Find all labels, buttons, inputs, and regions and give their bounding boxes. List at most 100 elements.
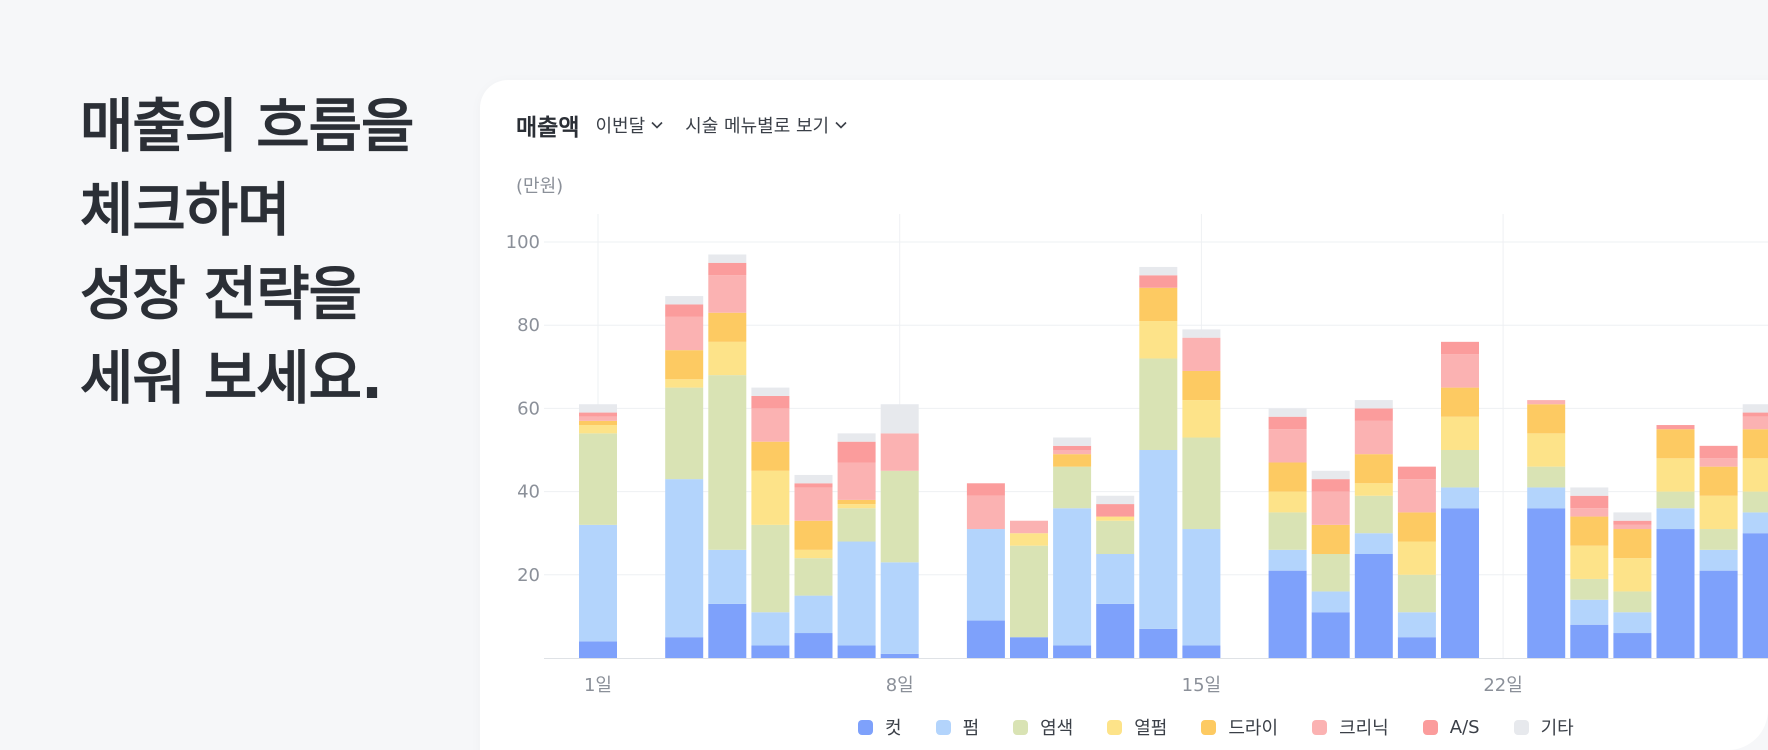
legend-swatch: [1312, 719, 1328, 735]
legend-item: 열펌: [1107, 714, 1167, 740]
bar-segment: [1010, 637, 1048, 658]
bar-segment: [1311, 491, 1350, 525]
bar-segment: [1441, 487, 1479, 509]
bar-segment: [837, 499, 876, 505]
bar-segment: [794, 483, 833, 488]
bar-segment: [837, 541, 876, 646]
bar-segment: [751, 408, 790, 442]
bar-segment: [579, 524, 617, 642]
bar-segment: [1656, 529, 1695, 658]
bar-segment: [1354, 400, 1393, 409]
bar-segment: [579, 412, 617, 417]
bar-segment: [1182, 529, 1221, 646]
sales-chart-card: 매출액 이번달 시술 메뉴별로 보기 (만원) 20 40 60 80 100 1일 8일 1…: [480, 80, 1768, 750]
chevron-down-icon: [651, 121, 663, 129]
bar-segment: [1656, 508, 1695, 530]
bar-segment: [1010, 520, 1048, 534]
headline-line-1: 매출의 흐름을: [80, 92, 414, 160]
legend-label: A/S: [1449, 716, 1480, 738]
bar-segment: [1742, 416, 1768, 430]
bar-segment: [1570, 578, 1609, 600]
bar-segment: [708, 254, 747, 263]
legend-item: 컷: [858, 714, 902, 740]
bar-segment: [579, 641, 617, 658]
bar-segment: [1527, 400, 1566, 405]
bar-segment: [1053, 450, 1092, 455]
bar-segment: [1613, 633, 1652, 658]
legend-swatch: [1201, 719, 1217, 735]
bar-segment: [1354, 454, 1393, 484]
bar-segment: [665, 637, 704, 658]
bar-segment: [1139, 275, 1178, 288]
y-tick-label: 60: [517, 398, 540, 419]
bar-segment: [837, 441, 876, 463]
bar-segment: [1096, 495, 1135, 505]
bar-segment: [1397, 541, 1436, 575]
bar-segment: [1656, 491, 1695, 509]
bar-segment: [1570, 487, 1609, 496]
bar-segment: [1139, 287, 1178, 322]
bar-segment: [794, 474, 833, 484]
bar-segment: [794, 487, 833, 521]
bar-segment: [837, 645, 876, 658]
bar-segment: [1742, 533, 1768, 658]
bar-segment: [1613, 612, 1652, 634]
bar-segment: [1139, 266, 1178, 276]
bar-segment: [1268, 491, 1307, 513]
bar-segment: [665, 316, 704, 351]
bar-segment: [708, 375, 747, 550]
bar-segment: [1053, 645, 1092, 658]
bar-segment: [579, 433, 617, 525]
chevron-down-icon: [835, 121, 847, 129]
period-dropdown[interactable]: 이번달: [595, 112, 663, 138]
bar-segment: [708, 262, 747, 276]
bar-segment: [1397, 637, 1436, 658]
legend-item: 크리닉: [1312, 714, 1389, 740]
bar-segment: [1397, 612, 1436, 638]
bar-segment: [665, 296, 704, 305]
bar-segment: [1613, 529, 1652, 559]
y-tick-label: 80: [517, 315, 540, 336]
legend-swatch: [935, 719, 951, 735]
bar-segment: [708, 549, 747, 604]
bar-segment: [665, 387, 704, 480]
bar-segment: [1527, 466, 1566, 488]
period-dropdown-label: 이번달: [595, 116, 646, 137]
bar-segment: [1527, 404, 1566, 434]
bar-segment: [1182, 400, 1221, 438]
bar-segment: [1354, 408, 1393, 421]
bar-segment: [579, 404, 617, 413]
bar-segment: [1053, 445, 1092, 450]
bar-segment: [1613, 524, 1652, 530]
bar-segment: [1656, 429, 1695, 459]
bar-segment: [1268, 512, 1307, 550]
bar-segment: [966, 529, 1005, 621]
bar-segment: [1354, 495, 1393, 534]
bar-segment: [751, 524, 790, 613]
legend-label: 기타: [1540, 718, 1574, 739]
bar-segment: [1268, 462, 1307, 492]
chart-toolbar: 매출액 이번달 시술 메뉴별로 보기: [516, 108, 869, 142]
bar-segment: [1354, 483, 1393, 496]
bar-segment: [1742, 404, 1768, 413]
bar-segment: [1311, 612, 1350, 658]
bar-segment: [1354, 533, 1393, 554]
bar-segment: [1268, 429, 1307, 463]
bar-segment: [1397, 512, 1436, 542]
legend-swatch: [1513, 719, 1529, 735]
bar-segment: [1613, 520, 1652, 525]
legend-swatch: [1107, 719, 1123, 735]
bar-segment: [1139, 321, 1178, 359]
bar-segment: [579, 416, 617, 421]
view-mode-dropdown[interactable]: 시술 메뉴별로 보기: [685, 112, 847, 138]
bar-segment: [751, 387, 790, 396]
bar-segment: [1397, 574, 1436, 613]
bar-segment: [1268, 570, 1307, 658]
legend-item: A/S: [1422, 716, 1480, 738]
bar-segment: [1053, 437, 1092, 446]
bar-segment: [1053, 466, 1092, 509]
bar-segment: [966, 495, 1005, 530]
bar-segment: [880, 404, 919, 434]
bar-segment: [966, 620, 1005, 658]
